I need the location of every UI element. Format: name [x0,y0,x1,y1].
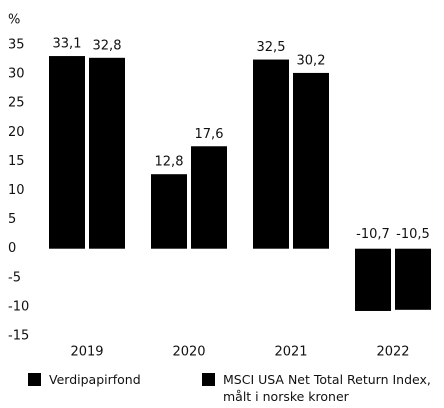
legend: Verdipapirfond MSCI USA Net Total Return … [0,371,444,408]
y-axis-label: % [8,13,20,28]
value-label: 12,8 [155,155,184,170]
legend-swatch [202,373,215,386]
value-label: -10,7 [356,227,390,242]
legend-label: Verdipapirfond [49,372,141,387]
value-label: 32,5 [257,40,286,55]
y-tick-label: 5 [8,212,16,227]
y-tick-label: -15 [8,329,29,344]
x-tick-label: 2022 [376,345,409,360]
x-tick-label: 2019 [70,345,103,360]
y-tick-label: 0 [8,241,16,256]
bar [395,248,431,310]
y-tick-label: 30 [8,67,25,82]
value-label: 30,2 [297,53,326,68]
y-tick-label: -5 [8,270,21,285]
chart: % -15 -10 -5 0 5 10 15 20 25 30 35 2019 33,1 32,8 2020… [8,13,431,360]
bar [191,146,227,249]
y-tick-label: 15 [8,154,25,169]
bar [151,174,187,249]
bar [355,248,391,311]
bar [49,56,85,249]
value-label: -10,5 [396,227,430,242]
y-tick-label: 35 [8,38,25,53]
bar [253,59,289,249]
y-tick-label: 25 [8,96,25,111]
legend-label: MSCI USA Net Total Return Index, målt i … [223,372,431,404]
legend-item: Verdipapirfond [28,371,199,388]
bar [293,72,329,249]
value-label: 17,6 [195,127,224,142]
x-tick-label: 2020 [172,345,205,360]
y-tick-label: 20 [8,125,25,140]
y-tick-label: -10 [8,299,29,314]
y-tick-label: 10 [8,183,25,198]
value-label: 33,1 [53,37,82,52]
legend-item: MSCI USA Net Total Return Index, målt i … [202,371,444,405]
value-label: 32,8 [93,38,122,53]
x-tick-label: 2021 [274,345,307,360]
bar [89,57,125,249]
legend-swatch [28,373,41,386]
